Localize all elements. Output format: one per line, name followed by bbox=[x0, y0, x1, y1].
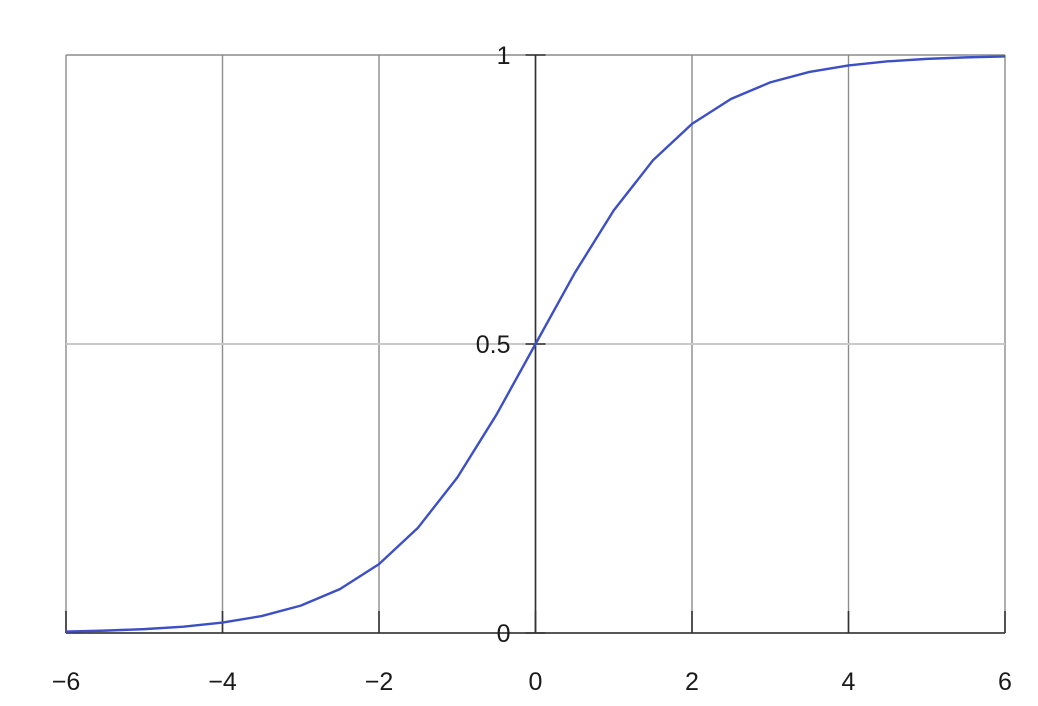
x-tick-label-5: 4 bbox=[842, 668, 856, 696]
tick-label-layer: −6 −4 −2 0 2 4 6 0 0.5 1 bbox=[52, 42, 1012, 696]
x-tick-label-0: −6 bbox=[52, 668, 81, 696]
x-tick-label-1: −4 bbox=[208, 668, 237, 696]
x-tick-label-6: 6 bbox=[998, 668, 1012, 696]
y-tick-label-2: 1 bbox=[497, 42, 511, 70]
y-tick-label-1: 0.5 bbox=[476, 331, 511, 359]
series-line-0 bbox=[65, 55, 1006, 633]
x-tick-label-4: 2 bbox=[685, 668, 699, 696]
x-tick-label-2: −2 bbox=[365, 668, 394, 696]
x-tick-label-3: 0 bbox=[529, 668, 543, 696]
series-layer bbox=[65, 55, 1006, 633]
y-tick-label-0: 0 bbox=[497, 620, 511, 648]
